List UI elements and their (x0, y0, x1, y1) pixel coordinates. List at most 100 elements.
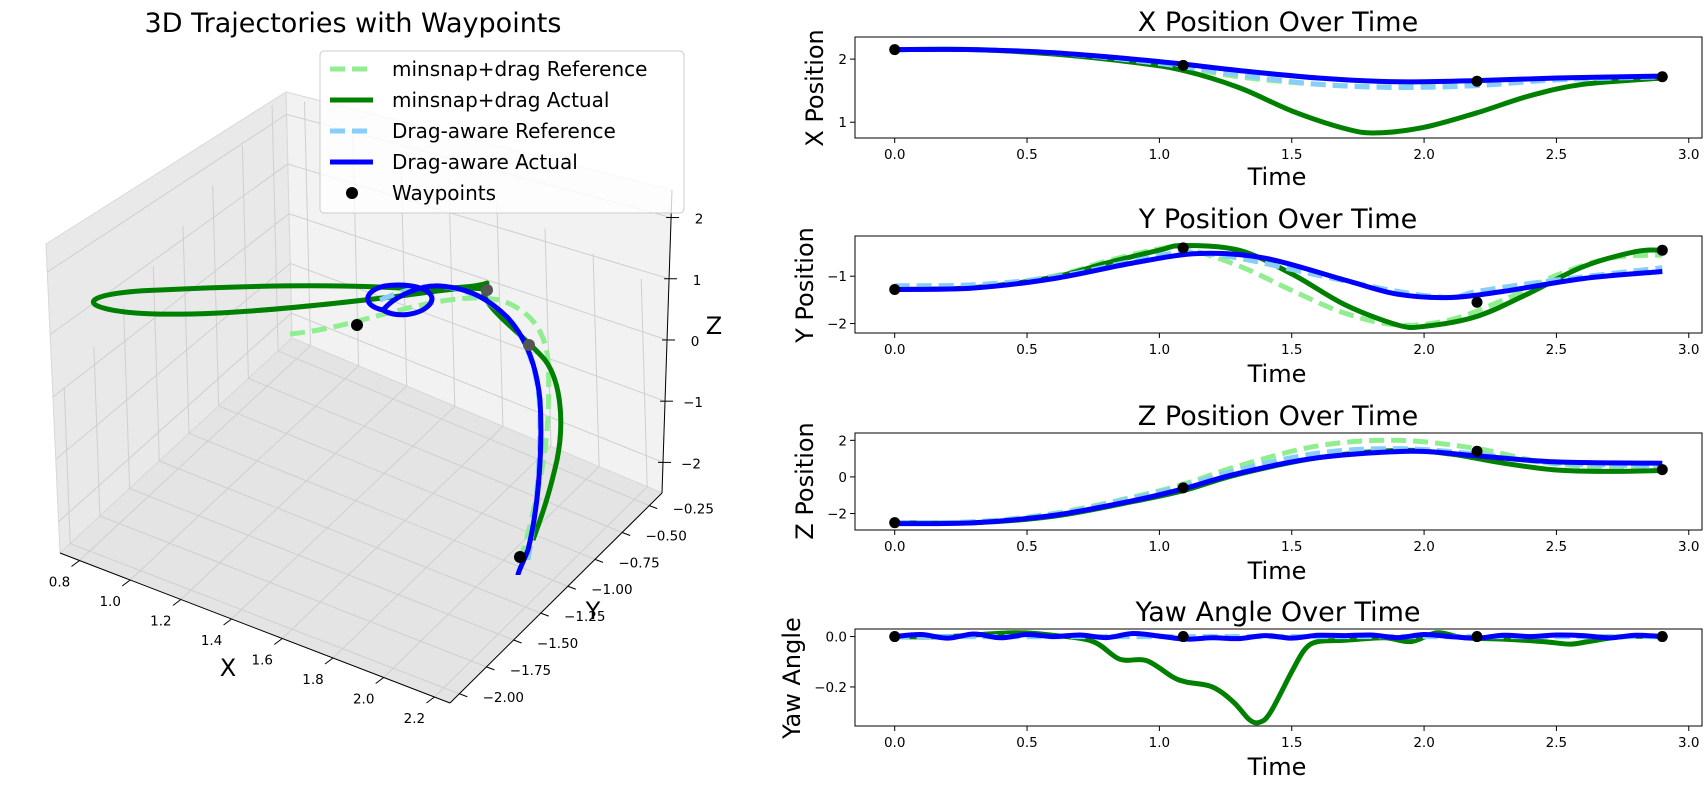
series-line (894, 448, 1663, 527)
grid-line (58, 312, 292, 523)
series-line (894, 630, 1663, 642)
grid-line (93, 346, 101, 517)
grid-line (129, 365, 359, 581)
z-axis-label-3d: Z (706, 312, 722, 340)
grid-line (49, 163, 289, 335)
grid-line (63, 387, 71, 544)
grid-line (231, 405, 456, 620)
y-tick-mark (459, 693, 468, 698)
waypoint-marker (1656, 631, 1668, 643)
x-tick-label: 1.4 (201, 633, 222, 649)
waypoint-marker (1471, 631, 1483, 643)
grid-line (99, 515, 487, 668)
x-tick-label: 2.5 (1546, 735, 1567, 751)
x-tick-label: 0.0 (884, 342, 905, 358)
grid-line (70, 543, 460, 695)
x-tick-mark (426, 696, 435, 704)
legend-label: Drag-aware Actual (392, 150, 578, 174)
legend-label: minsnap+drag Actual (392, 88, 609, 112)
grid-line (52, 213, 290, 398)
y-axis-label-3d: Y (585, 597, 601, 625)
y-tick-label: −1 (827, 269, 847, 285)
x-tick-label: 1.0 (1149, 735, 1170, 751)
grid-line (159, 460, 541, 614)
waypoint-marker-3d (351, 319, 363, 331)
x-tick-mark (324, 657, 334, 665)
plot-3: 0.0 0.5 1.0 1.5 2.0 2.5 3.0 2 0 −2 (827, 433, 1699, 555)
z-tick-label: −2 (681, 456, 701, 472)
series-line (894, 250, 1663, 301)
x-tick-label: 1.5 (1281, 539, 1302, 555)
plot-2: 0.0 0.5 1.0 1.5 2.0 2.5 3.0 −1 −2 (827, 242, 1700, 358)
y-tick-label: −2 (827, 317, 847, 333)
grid-line (79, 345, 311, 561)
x-tick-label: 1.2 (150, 614, 171, 630)
y-tick-mark (594, 558, 604, 563)
waypoint-marker-3d (523, 339, 535, 351)
z-axis-line-3d (661, 189, 673, 494)
y-tick-mark (486, 666, 495, 671)
series-line (894, 630, 1663, 726)
waypoint-marker (1177, 59, 1189, 71)
axes-3d: 2 1 0 −1 −2 0.8 1.0 1.2 1.4 1.6 1.8 2.0 2.2 −0.25 −0.5… (49, 189, 714, 727)
grid-line (182, 225, 190, 434)
grid-line (544, 228, 552, 447)
x-tick-label: 1.8 (302, 672, 323, 688)
waypoint-marker (889, 631, 901, 643)
grid-line (592, 253, 600, 467)
x-axis-label: Time (1247, 163, 1307, 191)
grid-line (212, 185, 220, 406)
y-tick-mark (567, 585, 577, 590)
legend-box (319, 50, 685, 214)
x-tick-label: 2.0 (1413, 147, 1434, 163)
waypoint-marker (889, 283, 901, 295)
waypoint-marker (1177, 242, 1189, 254)
x-position-chart: X Position Over Time 0.0 0.5 1.0 1.5 2.0 2.5 3… (801, 7, 1703, 191)
legend-label: Waypoints (392, 181, 496, 205)
z-tick-label: −1 (683, 395, 703, 411)
y-tick-label: −0.75 (618, 555, 659, 571)
trajectory-3d-line (381, 283, 544, 576)
x-tick-label: 0.5 (1016, 342, 1037, 358)
x-tick-mark (121, 579, 131, 587)
y-tick-label: 1 (838, 115, 847, 131)
x-axis-line-3d (59, 552, 451, 704)
y-axis-line-3d (449, 492, 663, 704)
grid-line (288, 213, 668, 341)
x-axis-label: Time (1247, 753, 1307, 781)
grid-line (248, 377, 623, 533)
grid-line (332, 446, 552, 659)
x-axis-label: Time (1247, 557, 1307, 585)
y-tick-label: −1.25 (564, 609, 605, 625)
x-tick-label: 1.0 (1149, 539, 1170, 555)
trajectory-3d-chart: 3D Trajectories with Waypoints 2 1 0 −1 −2 0.… (45, 8, 722, 727)
waypoint-marker-3d (514, 551, 526, 563)
waypoint-marker (1177, 482, 1189, 494)
x-tick-label: 1.0 (1149, 342, 1170, 358)
y-tick-label: −1.00 (591, 582, 632, 598)
y-axis-label: Z Position (791, 422, 819, 540)
y-tick-mark (649, 505, 658, 510)
y-tick-label: −1.50 (537, 636, 578, 652)
series-line (894, 46, 1663, 85)
x-tick-label: 2.0 (1413, 539, 1434, 555)
y-axis-label: X Position (801, 29, 829, 147)
x-tick-label: 1.5 (1281, 147, 1302, 163)
waypoint-marker (889, 517, 901, 529)
y-tick-label: −2.00 (483, 690, 524, 706)
y-tick-label: −0.25 (673, 502, 714, 518)
waypoint-marker (1177, 631, 1189, 643)
plot-area (854, 432, 1703, 531)
trajectory-3d-line (365, 282, 435, 318)
plot-4: 0.0 0.5 1.0 1.5 2.0 2.5 3.0 0.0 −0.2 (814, 630, 1699, 751)
z-tick-label: 0 (691, 334, 700, 350)
grid-line (46, 113, 287, 273)
trajectories-3d (90, 280, 564, 576)
trajectory-3d-line (90, 280, 564, 541)
x-tick-label: 2.0 (353, 692, 374, 708)
y-tick-label: 2 (838, 52, 847, 68)
x-tick-label: 2.2 (404, 711, 425, 727)
y-position-chart: Y Position Over Time 0.0 0.5 1.0 1.5 2.0 2.5 3… (791, 204, 1703, 388)
waypoint-marker (1656, 71, 1668, 83)
